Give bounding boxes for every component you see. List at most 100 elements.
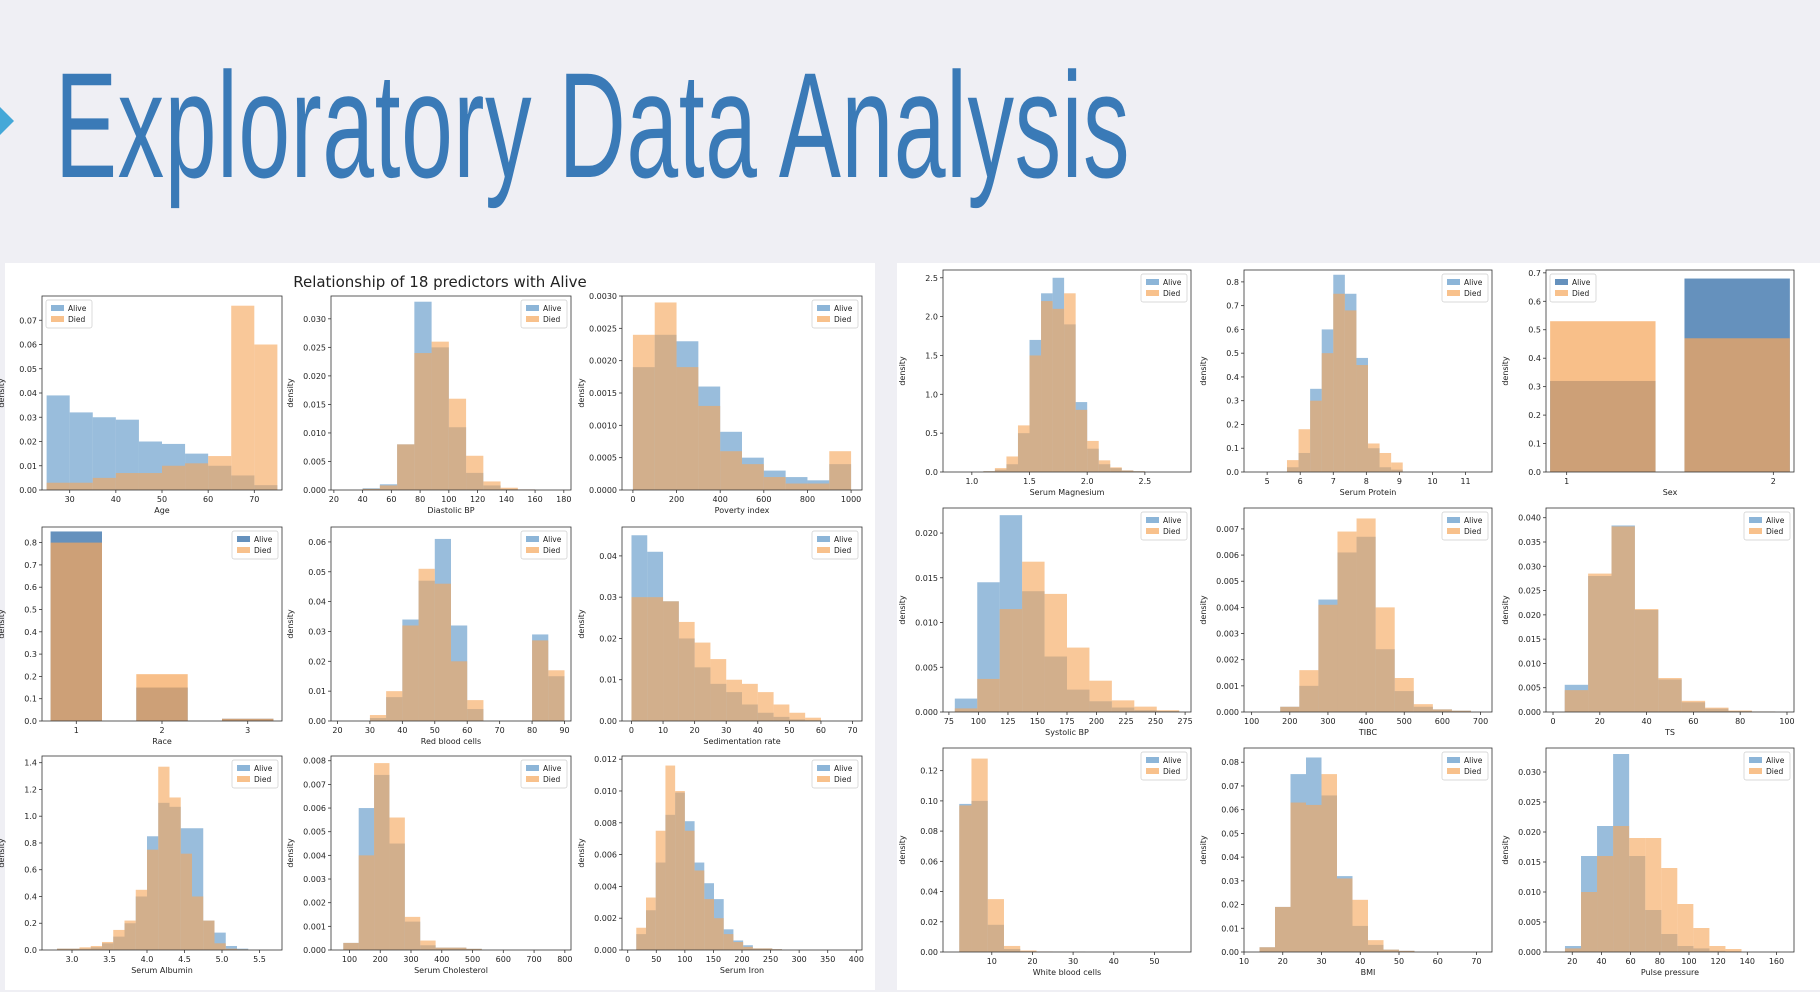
bar-died-bmi-1 (1275, 907, 1291, 952)
y-tick-label: 0.0030 (589, 292, 617, 301)
y-tick-label: 0.0 (1226, 468, 1239, 477)
x-tick-label: 120 (1711, 957, 1726, 966)
y-tick-label: 0.0 (24, 717, 37, 726)
x-tick-label: 0 (630, 495, 635, 504)
x-tick-label: 140 (499, 495, 514, 504)
y-tick-label: 0.1 (24, 695, 37, 704)
bar-died-iron-9 (724, 934, 734, 950)
x-tick-label: 500 (465, 955, 480, 964)
y-tick-label: 0.005 (915, 663, 938, 672)
y-tick-label: 0.0 (1528, 468, 1541, 477)
bar-died-age-8 (231, 306, 254, 490)
x-tick-label: 80 (527, 726, 537, 735)
x-tick-label: 700 (526, 955, 541, 964)
x-tick-label: 120 (470, 495, 485, 504)
bar-died-pulse-2 (1597, 856, 1613, 952)
bar-died-cholesterol-1 (359, 855, 374, 950)
bar-died-albumin-5 (125, 921, 136, 950)
x-tick-label: 70 (1471, 957, 1481, 966)
x-tick-label: 8 (1364, 477, 1369, 486)
bar-died-diastolic-6 (466, 456, 483, 490)
y-tick-label: 1.5 (925, 351, 938, 360)
y-tick-label: 0.004 (1216, 603, 1239, 612)
bar-died-rbc-1 (386, 691, 402, 721)
y-tick-label: 0.02 (308, 657, 326, 666)
x-tick-label: 4.5 (178, 955, 191, 964)
y-tick-label: 0.03 (1221, 877, 1239, 886)
bar-died-age-3 (116, 473, 139, 490)
bar-died-pulse-6 (1661, 868, 1677, 952)
y-tick-label: 0.000 (1518, 708, 1541, 717)
y-tick-label: 0.0 (925, 468, 938, 477)
x-tick-label: 160 (1769, 957, 1784, 966)
legend-swatch-alive (237, 536, 250, 542)
legend-swatch-alive (237, 765, 250, 771)
bar-died-sed-2 (663, 601, 679, 721)
bar-died-age-4 (139, 473, 162, 490)
x-tick-label: 30 (1068, 957, 1078, 966)
legend-label: Alive (834, 535, 853, 544)
y-axis-label: density (577, 838, 586, 868)
y-tick-label: 0.015 (1518, 858, 1541, 867)
x-tick-label: 11 (1460, 477, 1470, 486)
bar-died-bmi-0 (1260, 947, 1276, 952)
bar-died-systolic-7 (1112, 700, 1134, 712)
x-tick-label: 6 (1298, 477, 1303, 486)
y-tick-label: 0.004 (303, 851, 326, 860)
legend-swatch-alive (1749, 517, 1762, 523)
y-tick-label: 0.0015 (589, 389, 617, 398)
x-tick-label: 200 (669, 495, 684, 504)
x-axis-label: Sex (1663, 488, 1678, 497)
bar-died-protein-9 (1391, 462, 1403, 472)
y-tick-label: 1.2 (24, 785, 37, 794)
y-tick-label: 0.01 (1221, 924, 1239, 933)
bar-died-albumin-2 (91, 946, 102, 950)
bar-died-sed-3 (679, 622, 695, 721)
y-tick-label: 0.4 (1226, 373, 1239, 382)
bar-died-bmi-2 (1291, 803, 1307, 952)
bar-died-protein-6 (1356, 365, 1368, 472)
legend-label: Died (1766, 767, 1783, 776)
y-tick-label: 0.3 (1528, 383, 1541, 392)
x-axis-label: White blood cells (1033, 968, 1101, 977)
y-tick-label: 0.3 (1226, 397, 1239, 406)
bar-died-rbc-0 (370, 715, 386, 721)
bar-died-age-7 (208, 456, 231, 490)
bar-died-pulse-1 (1581, 892, 1597, 952)
y-tick-label: 0.04 (1221, 853, 1239, 862)
y-tick-label: 0.00 (19, 486, 37, 495)
bar-died-poverty-2 (677, 367, 699, 490)
y-tick-label: 0.6 (1528, 297, 1541, 306)
x-tick-label: 30 (721, 726, 731, 735)
x-tick-label: 40 (1596, 957, 1606, 966)
x-tick-label: 60 (1688, 717, 1698, 726)
bar-died-wbc-2 (988, 899, 1004, 952)
bar-died-age-1 (70, 483, 93, 490)
y-tick-label: 0.06 (19, 341, 37, 350)
legend-swatch-died (526, 547, 539, 553)
y-tick-label: 0.06 (1221, 806, 1239, 815)
x-tick-label: 300 (1320, 717, 1335, 726)
legend-swatch-died (1146, 768, 1159, 774)
bar-died-iron-11 (743, 947, 753, 950)
x-tick-label: 600 (1435, 717, 1450, 726)
bar-died-sed-11 (805, 718, 821, 721)
x-tick-label: 250 (1148, 717, 1163, 726)
bar-died-diastolic-7 (483, 481, 500, 490)
y-tick-label: 0.05 (19, 365, 37, 374)
x-tick-label: 10 (1427, 477, 1437, 486)
bar-died-ts-3 (1635, 609, 1658, 712)
legend-swatch-died (1146, 528, 1159, 534)
y-tick-label: 0.2 (1528, 411, 1541, 420)
y-tick-label: 0.000 (303, 946, 326, 955)
x-tick-label: 250 (763, 955, 778, 964)
